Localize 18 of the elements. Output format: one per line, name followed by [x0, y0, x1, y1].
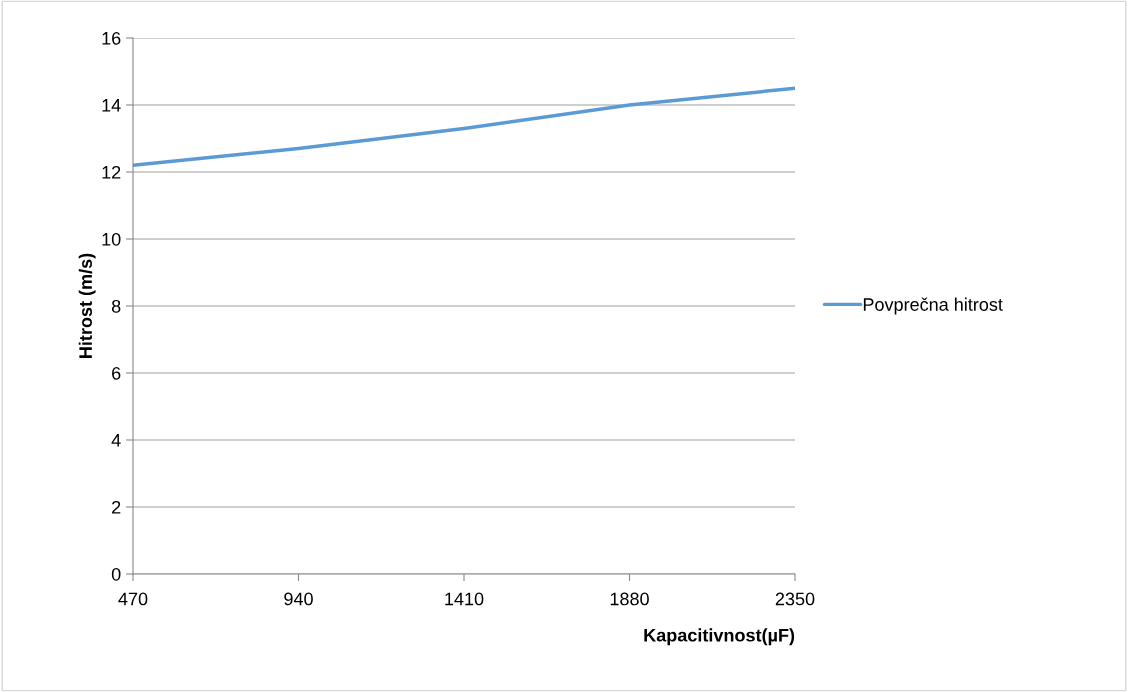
x-tick-label: 470: [118, 592, 148, 606]
x-tick-label: 1880: [610, 592, 649, 606]
y-axis-title: Hitrost (m/s): [78, 253, 96, 358]
y-tick-label: 10: [102, 232, 121, 246]
y-tick-label: 12: [102, 165, 121, 179]
y-tick-label: 0: [111, 567, 121, 581]
y-tick-label: 14: [102, 99, 121, 112]
x-tick-label: 940: [284, 592, 313, 606]
x-tick-label: 2350: [775, 592, 815, 606]
line-series: [133, 86, 795, 168]
legend-label: Povprečna hitrost: [863, 297, 1003, 315]
y-tick-label: 8: [111, 299, 121, 313]
y-tick-label: 16: [102, 31, 121, 45]
x-tick-label: 1410: [445, 592, 484, 606]
x-axis-title: Kapacitivnost(µF): [644, 628, 795, 646]
y-tick-label: 2: [112, 500, 121, 514]
y-tick-label: 6: [112, 366, 121, 380]
y-tick-label: 4: [111, 434, 121, 447]
